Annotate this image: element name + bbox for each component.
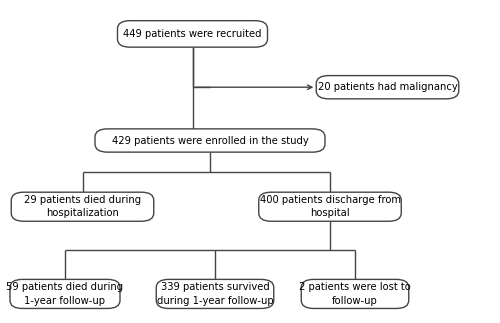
FancyBboxPatch shape	[95, 129, 325, 152]
FancyBboxPatch shape	[301, 279, 408, 308]
FancyBboxPatch shape	[259, 192, 401, 221]
Text: 59 patients died during
1-year follow-up: 59 patients died during 1-year follow-up	[6, 282, 124, 306]
FancyBboxPatch shape	[118, 21, 268, 47]
Text: 449 patients were recruited: 449 patients were recruited	[123, 29, 262, 39]
Text: 339 patients survived
during 1-year follow-up: 339 patients survived during 1-year foll…	[156, 282, 274, 306]
FancyBboxPatch shape	[10, 279, 120, 308]
FancyBboxPatch shape	[316, 76, 459, 99]
FancyBboxPatch shape	[12, 192, 154, 221]
Text: 429 patients were enrolled in the study: 429 patients were enrolled in the study	[112, 136, 308, 145]
FancyBboxPatch shape	[156, 279, 274, 308]
Text: 400 patients discharge from
hospital: 400 patients discharge from hospital	[260, 195, 400, 218]
Text: 20 patients had malignancy: 20 patients had malignancy	[318, 82, 458, 92]
Text: 2 patients were lost to
follow-up: 2 patients were lost to follow-up	[299, 282, 411, 306]
Text: 29 patients died during
hospitalization: 29 patients died during hospitalization	[24, 195, 141, 218]
